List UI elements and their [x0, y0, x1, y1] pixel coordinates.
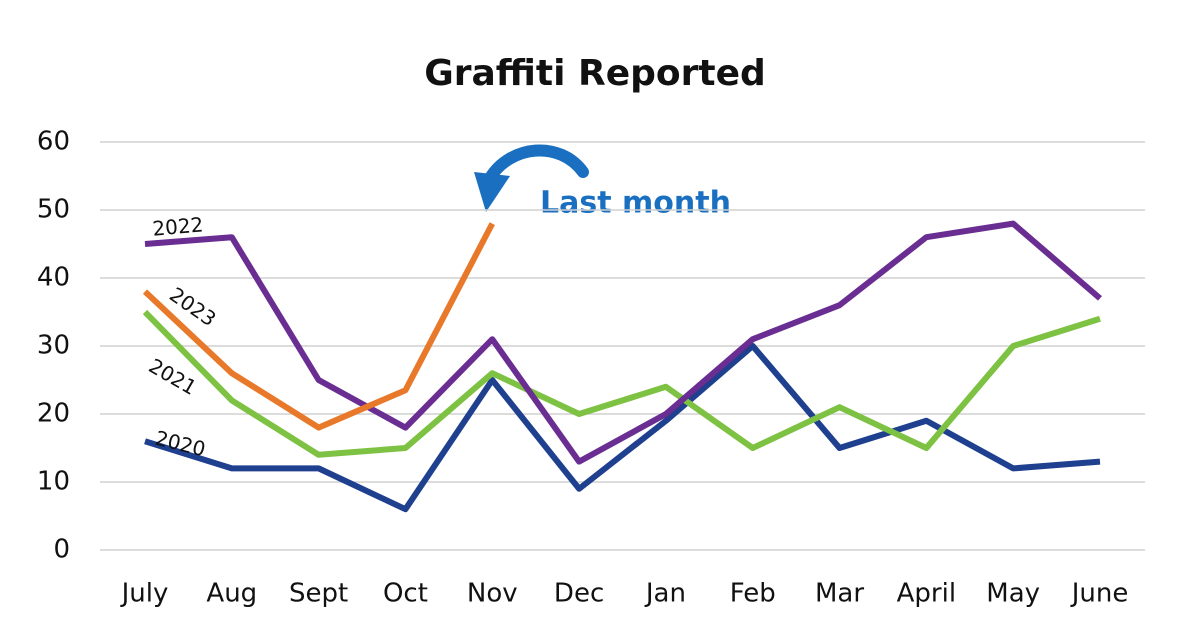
- series-line: [142, 222, 495, 431]
- series-label: 2023: [165, 282, 220, 331]
- y-tick-label: 0: [53, 535, 70, 565]
- chart-title: Graffiti Reported: [424, 53, 766, 94]
- x-tick-label: Oct: [383, 579, 428, 609]
- x-tick-label: July: [120, 579, 169, 609]
- x-tick-label: June: [1070, 579, 1129, 609]
- x-tick-label: Jan: [644, 579, 686, 609]
- x-tick-label: Dec: [554, 579, 604, 609]
- y-tick-label: 40: [37, 263, 70, 293]
- series-label: 2022: [151, 212, 204, 240]
- x-tick-label: Aug: [206, 579, 257, 609]
- x-tick-label: Nov: [467, 579, 518, 609]
- series-line: [142, 309, 1101, 458]
- x-tick-label: Sept: [289, 579, 348, 609]
- y-tick-label: 50: [37, 195, 70, 225]
- y-tick-label: 20: [37, 399, 70, 429]
- annotation-arrowhead: [474, 172, 510, 212]
- y-tick-label: 30: [37, 331, 70, 361]
- y-tick-label: 10: [37, 467, 70, 497]
- x-tick-label: April: [897, 579, 956, 609]
- annotation: Last month: [540, 186, 731, 221]
- annotation-arrow: [484, 144, 589, 184]
- series-line: [144, 343, 1101, 513]
- series-label: 2020: [153, 426, 208, 462]
- x-tick-label: May: [986, 579, 1040, 609]
- y-tick-label: 60: [37, 127, 70, 157]
- x-tick-label: Mar: [815, 579, 864, 609]
- x-tick-label: Feb: [730, 579, 776, 609]
- series-line: [144, 220, 1102, 465]
